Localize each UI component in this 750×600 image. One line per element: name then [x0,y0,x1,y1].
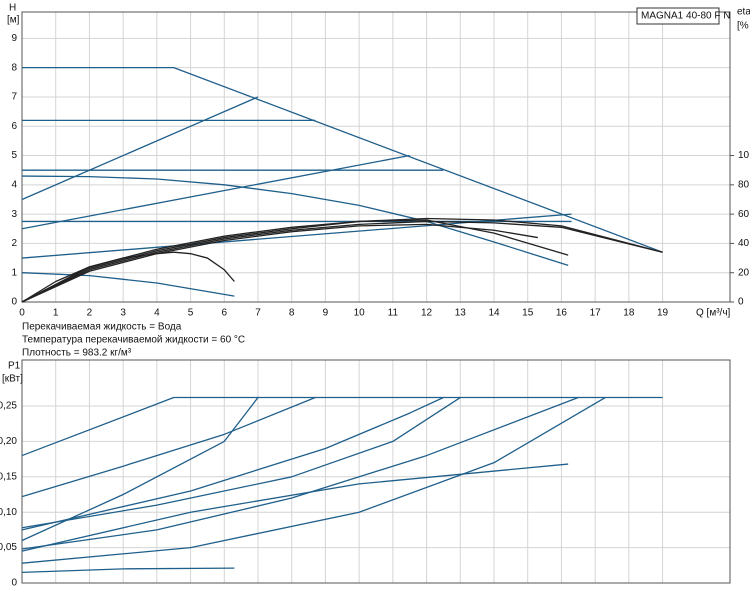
y-tick-label: 9 [11,33,17,44]
x-tick-label: 7 [255,308,261,319]
y-tick-label: 0,20 [0,436,17,447]
model-box [636,7,720,25]
curve [21,213,572,259]
curve [21,251,235,303]
note: Плотность = 983.2 кг/м³ [22,348,132,359]
y2-unit: [% [737,21,749,32]
y2-tick-label: 10 [738,150,750,161]
y2-tick-label: 80 [738,179,750,190]
curve [21,396,444,531]
y2-tick-label: 20 [738,267,750,278]
curve [21,223,538,303]
y-tick-label: 1 [11,267,17,278]
x-tick-label: 13 [455,308,467,319]
x-tick-label: 8 [289,308,295,319]
y-label: P1 [8,361,21,372]
x-tick-label: 6 [222,308,228,319]
y2-tick-label: 60 [738,209,750,220]
y-tick-label: 0 [11,578,17,589]
curve [21,154,410,230]
x-tick-label: 9 [323,308,329,319]
x-tick-label: 12 [421,308,433,319]
x-tick-label: 0 [19,308,25,319]
x-tick-label: 16 [556,308,568,319]
y-tick-label: 0,05 [0,542,17,553]
curve [21,396,606,564]
y-tick-label: 4 [11,179,17,190]
y-label: H [9,3,16,14]
y-tick-label: 0,15 [0,471,17,482]
x-tick-label: 15 [522,308,534,319]
note: Температура перекачиваемой жидкости = 60… [22,335,245,346]
x-tick-label: 18 [623,308,635,319]
x-tick-label: 19 [657,308,669,319]
y2-tick-label: 0 [738,297,744,308]
curve [22,67,663,253]
x-tick-label: 4 [154,308,160,319]
y-tick-label: 0,25 [0,401,17,412]
x-label: Q [м³/ч] [696,308,731,319]
curve [21,396,461,529]
y-tick-label: 8 [11,62,17,73]
y-tick-label: 6 [11,121,17,132]
y-unit: [кВт] [2,374,23,385]
x-tick-label: 2 [87,308,93,319]
y2-label: eta [737,7,750,18]
curve [21,220,663,303]
x-tick-label: 17 [590,308,602,319]
y-unit: [м] [7,15,20,26]
x-tick-label: 3 [120,308,126,319]
curve [21,396,316,498]
y-tick-label: 0,10 [0,507,17,518]
curve [21,396,663,457]
model: MAGNA1 40-80 F N [641,11,730,22]
curve [21,397,259,542]
curve [21,272,235,297]
y-tick-label: 5 [11,150,17,161]
x-tick-label: 10 [354,308,366,319]
curve [21,567,235,574]
y-tick-label: 0 [11,297,17,308]
note: Перекачиваемая жидкость = Вода [22,322,182,333]
y-tick-label: 7 [11,92,17,103]
curve [21,396,579,550]
x-tick-label: 5 [188,308,194,319]
bottom-frame [21,359,731,584]
y2-tick-label: 40 [738,238,750,249]
x-tick-label: 1 [53,308,59,319]
x-tick-label: 14 [488,308,500,319]
x-tick-label: 11 [388,308,399,319]
top-frame [21,11,731,303]
curve [21,175,569,267]
y-tick-label: 3 [11,209,17,220]
curve [21,96,259,201]
curve [21,219,569,303]
y-tick-label: 2 [11,238,17,249]
